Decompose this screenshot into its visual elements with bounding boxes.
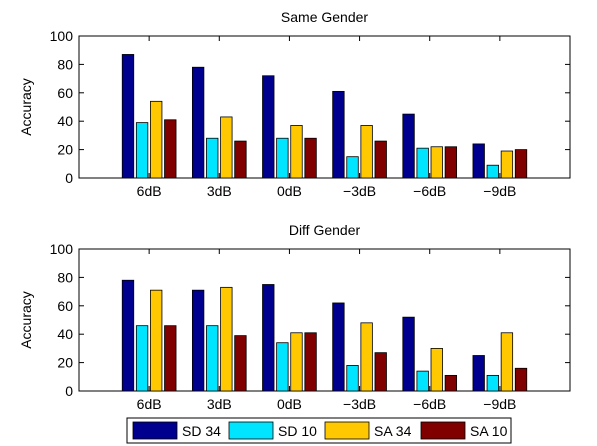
bar-sd-10-3db (206, 325, 219, 392)
legend-swatch-sd-10 (228, 421, 274, 440)
x-tick-label-0db: 0dB (277, 183, 302, 199)
panel-same-gender: Same Gender 0 20 40 60 80 100 Accuracy 6dB 3dB 0dB… (18, 9, 571, 199)
y-tick-label: 100 (50, 241, 74, 257)
bar-sa-10-0db (304, 137, 317, 179)
x-tick-label-minus-6db: −6dB (413, 183, 446, 199)
bar-sd-34-minus-9db (472, 143, 485, 179)
y-tick-label: 80 (57, 269, 73, 285)
bar-sd-34-minus-6db (402, 113, 415, 179)
y-axis-label: Accuracy (18, 291, 34, 349)
chart-title: Diff Gender (289, 222, 361, 238)
y-tick-label: 60 (57, 85, 73, 101)
plot-area (78, 248, 571, 392)
y-tick-label: 40 (57, 326, 73, 342)
bar-sd-10-0db (276, 342, 289, 392)
bar-sa-34-minus-9db (500, 332, 514, 392)
bar-sa-34-minus-6db (430, 146, 443, 179)
bar-sd-34-6db (121, 54, 135, 179)
x-tick-label-minus-9db: −9dB (483, 183, 516, 199)
bar-sa-34-minus-3db (360, 322, 373, 392)
bar-sd-34-minus-3db (332, 90, 345, 179)
bar-sa-10-6db (164, 325, 177, 392)
y-tick-label: 0 (65, 383, 73, 399)
bar-sd-10-minus-6db (416, 370, 429, 392)
bar-sa-10-minus-6db (444, 374, 458, 392)
bar-sd-10-minus-3db (346, 156, 359, 179)
y-axis-label: Accuracy (18, 78, 34, 136)
bar-sa-34-minus-3db (360, 125, 373, 179)
bar-sa-34-minus-9db (500, 150, 514, 179)
y-tick-label: 20 (57, 142, 73, 158)
y-tick-label: 60 (57, 298, 73, 314)
x-tick-label-3db: 3dB (207, 396, 232, 412)
bar-sa-10-0db (304, 332, 317, 392)
bar-sd-10-0db (276, 137, 289, 179)
bar-sa-34-3db (220, 116, 233, 179)
bar-sd-34-3db (191, 66, 205, 179)
x-tick-label-minus-3db: −3dB (343, 183, 376, 199)
plot-area (78, 35, 571, 179)
bar-sd-34-6db (121, 279, 135, 392)
bar-sd-34-minus-9db (472, 355, 485, 392)
y-tick-label: 80 (57, 56, 73, 72)
legend-label-sd-10: SD 10 (278, 423, 317, 439)
bar-sd-34-minus-3db (332, 302, 345, 392)
bar-sa-34-6db (150, 289, 163, 392)
bar-sa-34-minus-6db (430, 347, 443, 392)
bar-sd-10-6db (135, 122, 149, 179)
legend: SD 34 SD 10 SA 34 SA 10 (126, 417, 512, 444)
bar-sd-34-0db (262, 75, 275, 179)
legend-swatch-sd-34 (132, 421, 178, 440)
y-tick-label: 20 (57, 355, 73, 371)
x-tick-label-3db: 3dB (207, 183, 232, 199)
y-tick-label: 40 (57, 113, 73, 129)
bar-sd-34-minus-6db (402, 316, 415, 392)
x-tick-label-6db: 6dB (137, 396, 162, 412)
bar-sa-10-minus-3db (374, 140, 387, 179)
bar-sd-10-minus-9db (486, 164, 499, 179)
bar-sa-10-3db (234, 335, 247, 392)
legend-label-sa-34: SA 34 (374, 423, 412, 439)
bar-sd-10-3db (206, 137, 219, 179)
y-tick-label: 0 (65, 170, 73, 186)
bar-sa-10-minus-3db (374, 352, 387, 392)
bar-sd-34-3db (191, 289, 205, 392)
y-tick-label: 100 (50, 28, 74, 44)
bar-sd-10-minus-3db (346, 365, 359, 392)
chart-title: Same Gender (281, 9, 368, 25)
legend-swatch-sa-34 (324, 421, 370, 440)
panel-diff-gender: Diff Gender 0 20 40 60 80 100 Accuracy 6dB 3dB 0dB… (18, 222, 571, 412)
legend-swatch-sa-10 (420, 421, 466, 440)
bar-sd-10-minus-6db (416, 147, 429, 179)
bar-sd-10-minus-9db (486, 374, 499, 392)
bar-sa-34-0db (290, 332, 303, 392)
x-tick-label-minus-6db: −6dB (413, 396, 446, 412)
bar-sa-10-minus-6db (444, 146, 458, 179)
x-tick-label-minus-3db: −3dB (343, 396, 376, 412)
x-tick-label-0db: 0dB (277, 396, 302, 412)
bar-sd-10-6db (135, 325, 149, 392)
bar-sd-34-0db (262, 284, 275, 392)
bar-sa-34-3db (220, 286, 233, 392)
bar-sa-10-minus-9db (514, 149, 528, 179)
x-tick-label-minus-9db: −9dB (483, 396, 516, 412)
bar-sa-10-minus-9db (514, 367, 528, 392)
x-tick-label-6db: 6dB (137, 183, 162, 199)
legend-label-sd-34: SD 34 (182, 423, 221, 439)
bar-sa-10-3db (234, 140, 247, 179)
bar-sa-10-6db (164, 119, 177, 179)
bar-sa-34-0db (290, 125, 303, 179)
legend-label-sa-10: SA 10 (470, 423, 508, 439)
bar-sa-34-6db (150, 100, 163, 179)
